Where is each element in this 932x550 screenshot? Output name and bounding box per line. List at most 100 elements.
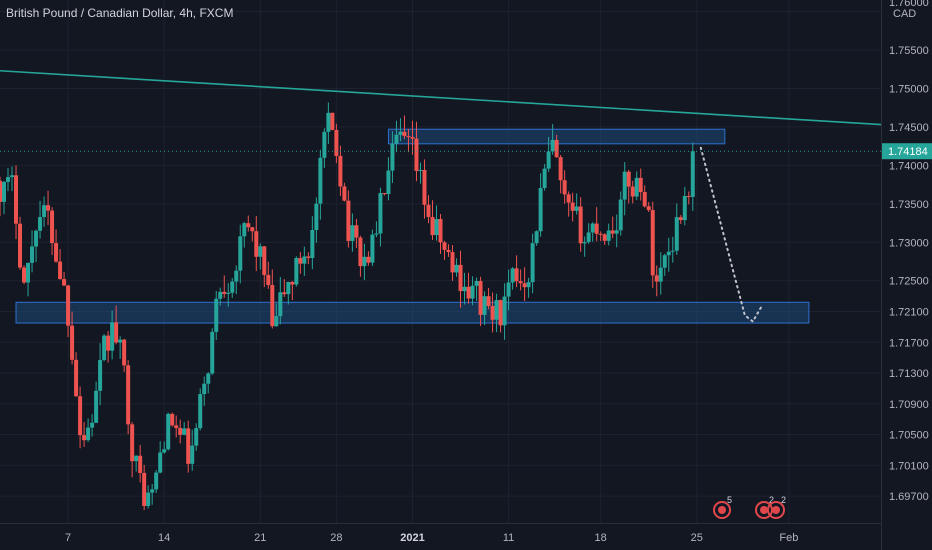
price-tick-label: 1.75000	[889, 83, 929, 95]
candle-body	[66, 285, 71, 326]
candle-body	[454, 264, 459, 273]
candle-body	[362, 256, 367, 267]
candle-body	[530, 243, 535, 283]
candle-body	[190, 445, 195, 464]
event-badge[interactable]: 2	[767, 495, 786, 519]
candle-body	[438, 219, 443, 243]
candle-body	[158, 452, 163, 473]
candle-body	[338, 155, 343, 187]
candle-body	[38, 216, 43, 231]
candle-body	[306, 256, 311, 258]
candle-body	[570, 202, 575, 211]
candle-body	[242, 223, 247, 237]
candle-body	[550, 139, 555, 152]
candle-body	[278, 292, 283, 317]
candle-body	[374, 233, 379, 235]
candle-body	[14, 175, 19, 224]
candle-body	[630, 186, 635, 197]
candle-body	[490, 306, 495, 320]
candle-body	[298, 258, 303, 264]
candle-body	[354, 225, 359, 238]
candle-body	[274, 316, 279, 327]
candle-body	[58, 261, 63, 280]
candle-body	[70, 325, 75, 360]
candle-body	[486, 296, 491, 307]
price-tick-label: 1.76000	[889, 0, 929, 9]
candle-body	[194, 428, 199, 446]
candle-body	[230, 281, 235, 293]
candle-body	[378, 193, 383, 234]
candle-body	[246, 223, 251, 228]
candle-body	[662, 255, 667, 268]
candle-body	[202, 383, 207, 395]
candle-body	[590, 223, 595, 233]
candle-body	[218, 291, 223, 299]
candle-body	[478, 281, 483, 315]
candle-body	[674, 217, 679, 251]
candle-body	[382, 193, 387, 195]
candle-body	[154, 472, 159, 490]
time-tick-label: 7	[65, 532, 71, 544]
price-tick-label: 1.73500	[889, 199, 929, 211]
candle-body	[422, 169, 427, 205]
candle-body	[270, 285, 275, 327]
candle-body	[294, 258, 299, 285]
candle-body	[98, 360, 103, 391]
candle-body	[146, 492, 151, 507]
event-badge[interactable]: 5	[713, 495, 732, 519]
candle-body	[546, 151, 551, 169]
candle-body	[314, 203, 319, 231]
event-badge-dot	[772, 506, 780, 514]
candle-body	[406, 136, 411, 138]
candle-body	[574, 206, 579, 211]
candle-body	[614, 230, 619, 234]
candle-body	[538, 188, 543, 232]
price-tick-label: 1.70500	[889, 430, 929, 442]
candle-body	[534, 231, 539, 244]
candle-body	[334, 129, 339, 156]
candle-body	[602, 234, 607, 241]
candle-body	[390, 143, 395, 171]
candle-body	[6, 177, 11, 182]
candle-body	[286, 282, 291, 295]
candle-body	[198, 394, 203, 429]
descending-trendline	[0, 69, 882, 126]
candle-body	[102, 335, 107, 361]
candle-body	[330, 112, 335, 130]
candle-body	[78, 396, 83, 436]
event-badge-count: 2	[781, 495, 786, 505]
candle-body	[130, 424, 135, 462]
candle-body	[94, 390, 99, 423]
candle-body	[114, 322, 119, 343]
candle-body	[150, 489, 155, 493]
last-price-badge	[882, 143, 932, 160]
candle-body	[162, 449, 167, 453]
candle-body	[586, 232, 591, 242]
candle-body	[86, 427, 91, 441]
candle-body	[0, 180, 2, 202]
candle-body	[62, 279, 67, 286]
candle-body	[10, 175, 15, 178]
candle-body	[258, 246, 263, 257]
candle-body	[622, 171, 627, 200]
candle-body	[18, 223, 23, 268]
candle-body	[34, 230, 39, 247]
candle-body	[410, 136, 415, 139]
time-tick-label: 21	[254, 532, 266, 544]
candle-body	[558, 157, 563, 181]
candle-body	[670, 250, 675, 252]
event-badge-ring	[713, 501, 731, 519]
candle-body	[206, 373, 211, 384]
candle-body	[46, 205, 51, 211]
candle-body	[166, 413, 171, 450]
candle-body	[426, 204, 431, 217]
candle-body	[506, 282, 511, 297]
candle-body	[142, 472, 147, 507]
price-tick-label: 1.73000	[889, 237, 929, 249]
candle-body	[394, 134, 399, 144]
candle-body	[126, 365, 131, 425]
candle-body	[598, 233, 603, 235]
